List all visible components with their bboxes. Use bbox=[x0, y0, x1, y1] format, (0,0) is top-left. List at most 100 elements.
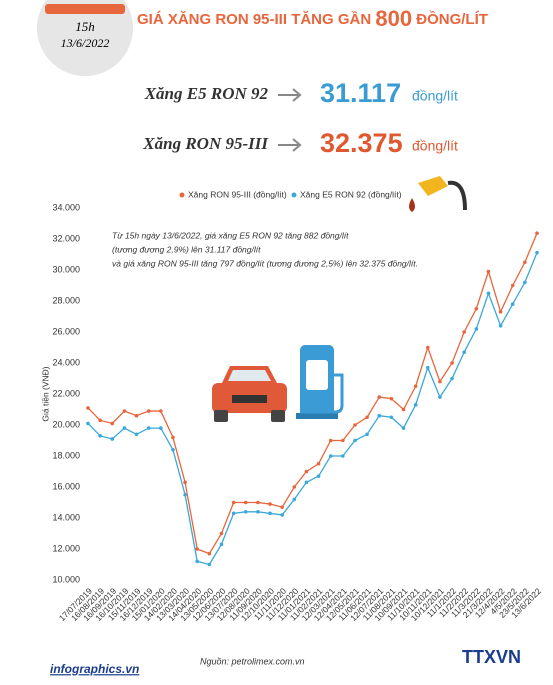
point bbox=[498, 324, 503, 328]
price-value: 31.117 bbox=[320, 78, 401, 108]
price-name: Xăng E5 RON 92 bbox=[144, 84, 269, 103]
point bbox=[159, 426, 163, 430]
point bbox=[146, 409, 151, 413]
price-unit: đồng/lít bbox=[412, 88, 458, 104]
point bbox=[86, 421, 90, 426]
y-axis-label: Giá tiền (VNĐ) bbox=[40, 366, 50, 421]
annotation: Từ 15h ngày 13/6/2022, giá xăng E5 RON 9… bbox=[112, 230, 349, 240]
point bbox=[365, 415, 369, 420]
point bbox=[134, 432, 139, 437]
point bbox=[316, 461, 321, 466]
point bbox=[413, 403, 418, 407]
y-tick-label: 12.000 bbox=[52, 543, 80, 553]
point bbox=[134, 413, 139, 418]
point bbox=[328, 438, 333, 443]
car-icon bbox=[212, 366, 287, 422]
arrow bbox=[278, 88, 302, 102]
arrow bbox=[278, 138, 302, 152]
point bbox=[450, 361, 454, 365]
price-value: 32.375 bbox=[320, 128, 403, 158]
point bbox=[401, 426, 406, 430]
point bbox=[304, 469, 309, 474]
point bbox=[389, 396, 394, 401]
point bbox=[462, 350, 466, 354]
title-number: 800 bbox=[375, 6, 412, 31]
y-tick-label: 14.000 bbox=[52, 512, 80, 522]
nozzle-icon bbox=[409, 176, 467, 212]
title-part: GIÁ XĂNG RON 95-III TĂNG GẦN bbox=[137, 11, 375, 28]
point bbox=[183, 480, 187, 485]
point bbox=[122, 409, 127, 413]
title: GIÁ XĂNG RON 95-III TĂNG GẦN 800 ĐỒNG/LÍ… bbox=[137, 6, 488, 31]
y-tick-label: 18.000 bbox=[52, 450, 80, 460]
point bbox=[231, 511, 236, 516]
point bbox=[425, 365, 430, 370]
point bbox=[171, 448, 175, 452]
line bbox=[87, 232, 538, 555]
y-tick-label: 30.000 bbox=[52, 264, 80, 274]
point bbox=[280, 505, 284, 509]
site: infographics.vn bbox=[50, 662, 139, 676]
point bbox=[438, 379, 442, 384]
point bbox=[401, 407, 406, 412]
source: Nguồn: petrolimex.com.vn bbox=[200, 656, 305, 666]
prices: Xăng E5 RON 92 31.117 đồng/lít Xăng RON … bbox=[142, 78, 458, 158]
price-name: Xăng RON 95-III bbox=[142, 134, 269, 153]
point bbox=[292, 497, 297, 502]
point bbox=[377, 413, 382, 418]
calendar-ring bbox=[45, 4, 125, 14]
point bbox=[219, 531, 224, 536]
point bbox=[510, 283, 515, 288]
y-tick-label: 22.000 bbox=[52, 388, 80, 398]
point bbox=[183, 492, 187, 497]
point bbox=[219, 542, 224, 547]
y-tick-label: 32.000 bbox=[52, 233, 80, 243]
point bbox=[243, 510, 248, 514]
legend-label: Xăng E5 RON 92 (đồng/lít) bbox=[300, 189, 402, 199]
annotation: (tương đương 2,9%) lên 31.117 đồng/lít bbox=[112, 244, 261, 254]
point bbox=[389, 415, 394, 420]
point bbox=[146, 426, 151, 430]
point bbox=[474, 306, 479, 311]
y-tick-label: 20.000 bbox=[52, 419, 80, 429]
point bbox=[122, 426, 127, 430]
agency: TTXVN bbox=[462, 647, 521, 667]
point bbox=[486, 269, 491, 274]
point bbox=[195, 547, 200, 551]
y-tick-label: 26.000 bbox=[52, 326, 80, 336]
point bbox=[365, 432, 369, 437]
point bbox=[231, 500, 236, 505]
time: 15h bbox=[75, 19, 95, 34]
point bbox=[474, 327, 479, 331]
point bbox=[171, 435, 175, 440]
point bbox=[316, 474, 321, 478]
point bbox=[207, 551, 212, 556]
point bbox=[328, 454, 333, 458]
legend-marker bbox=[291, 192, 297, 198]
legend-label: Xăng RON 95-III (đồng/lít) bbox=[188, 189, 287, 199]
point bbox=[523, 280, 527, 285]
point bbox=[98, 418, 102, 423]
point bbox=[535, 231, 539, 235]
point bbox=[462, 330, 466, 334]
point bbox=[292, 485, 297, 489]
point bbox=[280, 513, 284, 517]
point bbox=[110, 421, 115, 426]
point bbox=[450, 376, 454, 381]
point bbox=[256, 500, 260, 505]
y-tick-label: 24.000 bbox=[52, 357, 80, 367]
point bbox=[535, 250, 539, 255]
point bbox=[207, 562, 212, 567]
legend-marker bbox=[179, 192, 185, 198]
y-tick-label: 28.000 bbox=[52, 295, 80, 305]
line bbox=[87, 252, 538, 566]
point bbox=[243, 500, 248, 505]
point bbox=[498, 310, 503, 314]
point bbox=[377, 395, 382, 399]
y-tick-label: 16.000 bbox=[52, 481, 80, 491]
y-tick-label: 34.000 bbox=[52, 202, 80, 212]
point bbox=[304, 480, 309, 485]
y-tick-label: 10.000 bbox=[52, 574, 80, 584]
point bbox=[268, 502, 272, 506]
